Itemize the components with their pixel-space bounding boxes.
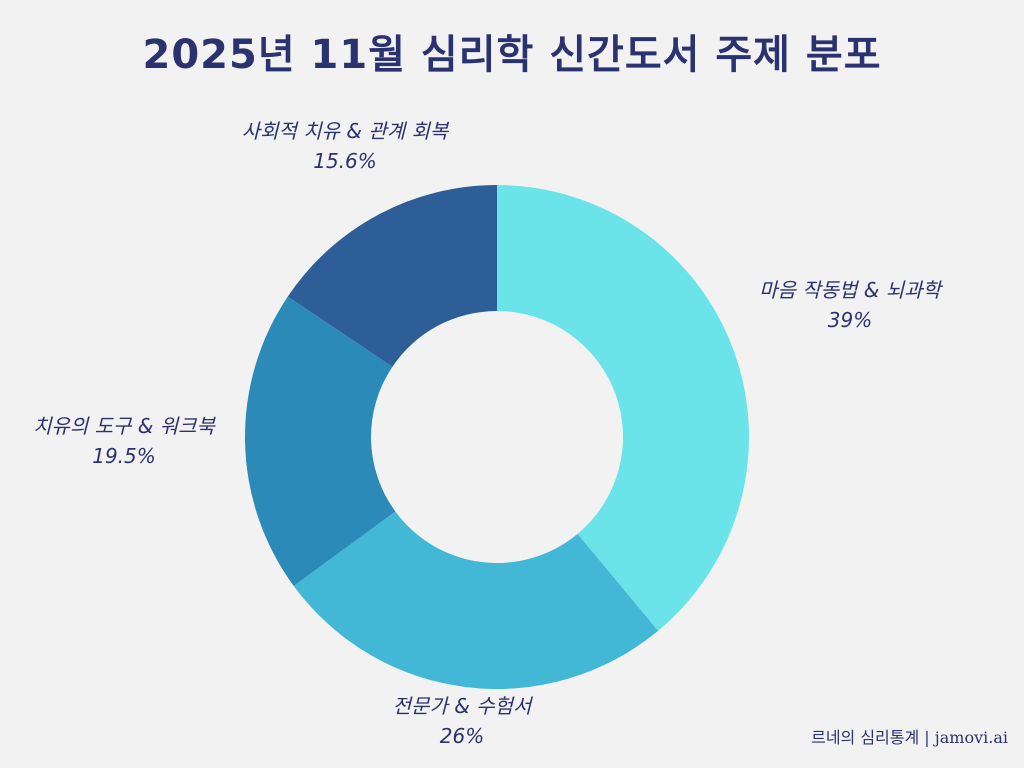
slice-value-4: 15.6% — [313, 149, 377, 173]
slice-value-1: 39% — [828, 308, 872, 332]
slice-label-2: 전문가 & 수험서 — [393, 694, 534, 718]
slice-label-4: 사회적 치유 & 관계 회복 — [242, 119, 450, 143]
slice-label-1: 마음 작동법 & 뇌과학 — [759, 278, 943, 302]
footer-credit: 르네의 심리통계 | jamovi.ai — [811, 728, 1008, 747]
slice-value-2: 26% — [440, 724, 484, 748]
donut-slice-4 — [287, 185, 497, 367]
slice-label-3: 치유의 도구 & 워크북 — [33, 414, 216, 438]
donut-slice-2 — [293, 511, 659, 690]
donut-slices — [245, 185, 749, 690]
donut-slice-3 — [245, 296, 396, 586]
slice-value-3: 19.5% — [92, 444, 156, 468]
slice-labels: 마음 작동법 & 뇌과학 39% 전문가 & 수험서 26% 치유의 도구 & 워크북 1… — [33, 119, 943, 748]
chart-title: 2025년 11월 심리학 신간도서 주제 분포 — [142, 32, 882, 78]
donut-slice-1 — [497, 185, 749, 631]
